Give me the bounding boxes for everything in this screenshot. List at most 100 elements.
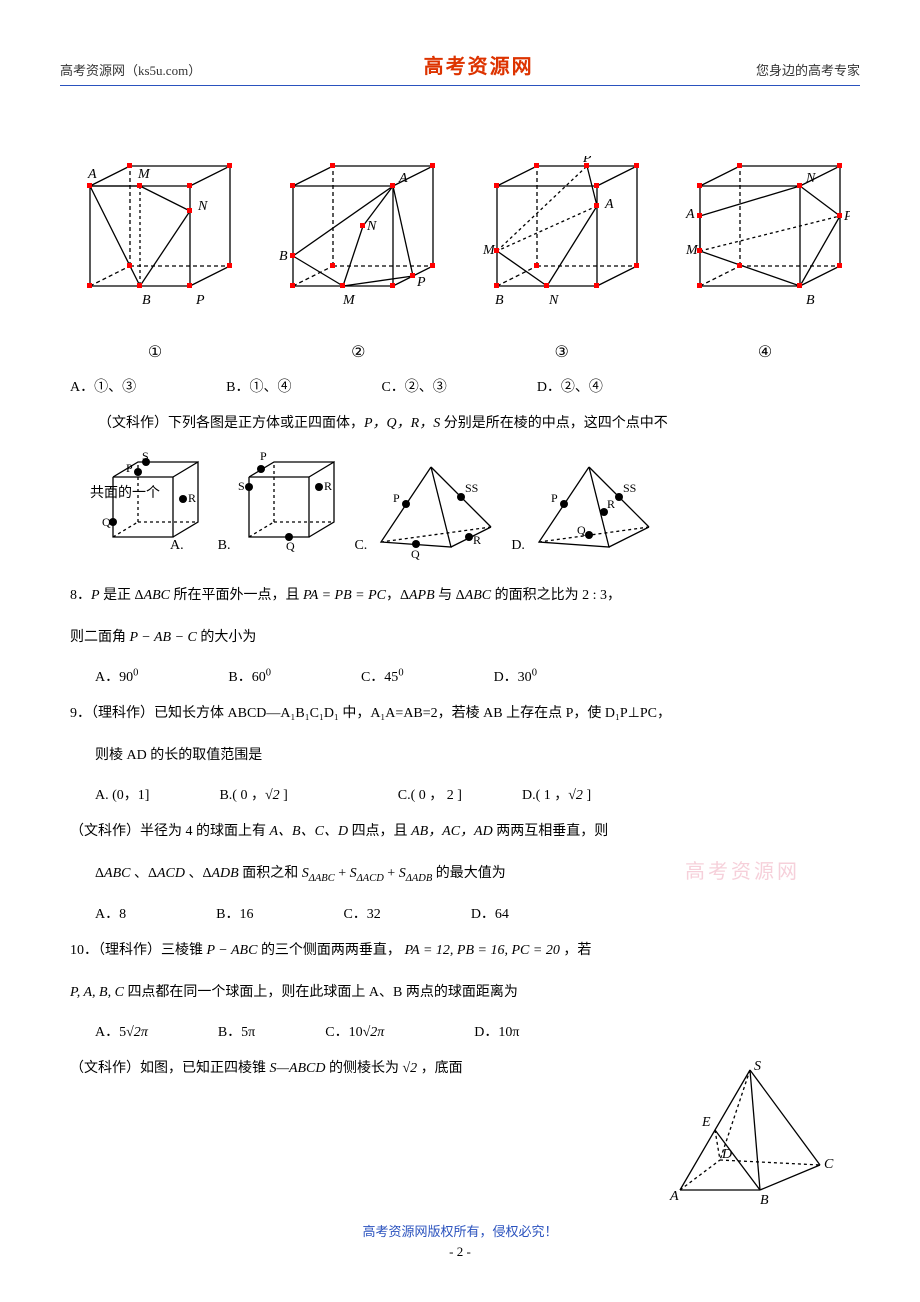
cube-2-label: ② xyxy=(351,342,365,362)
q8-opt-a: A．900 xyxy=(95,666,138,686)
svg-text:N: N xyxy=(548,293,559,308)
svg-text:N: N xyxy=(197,199,208,214)
q9-line2: 则棱 AD 的长的取值范围是 xyxy=(95,742,850,770)
q7-small-b-label: B. xyxy=(218,538,231,554)
q8-line1: 8．P 是正 ΔABC 所在平面外一点，且 PA = PB = PC，ΔAPB … xyxy=(70,582,850,610)
cube-2-svg: A N B M P xyxy=(273,156,443,336)
svg-text:M: M xyxy=(342,293,356,308)
q10-opt-c: C．10√2π xyxy=(325,1021,384,1041)
q7-wen-prefix: （文科作）下列各图是正方体或正四面体， xyxy=(98,416,364,431)
q10-opt-b: B．5π xyxy=(218,1021,255,1041)
svg-text:R: R xyxy=(188,491,196,505)
q7-small-a: S P Q R xyxy=(98,452,208,562)
svg-text:B: B xyxy=(142,293,151,308)
q7-small-c-label: C. xyxy=(354,538,367,554)
svg-text:N: N xyxy=(366,219,377,234)
svg-text:S: S xyxy=(238,479,245,493)
cube-1-label: ① xyxy=(148,342,162,362)
q7-wen-suffix: 分别是所在棱的中点，这四个点中不 xyxy=(440,416,668,431)
svg-text:B: B xyxy=(806,293,815,308)
svg-text:M: M xyxy=(137,167,151,182)
q7-wen-diagrams: 共面的一个 A. S P Q R B. xyxy=(60,452,860,562)
q8-opt-b: B．600 xyxy=(228,666,271,686)
svg-text:D: D xyxy=(721,1147,732,1162)
q10-line1: 10．（理科作）三棱锥 P − ABC 的三个侧面两两垂直， PA = 12, … xyxy=(70,937,850,965)
svg-text:Q: Q xyxy=(102,515,111,529)
pyramid-diagram: S A B C D E xyxy=(660,1060,840,1210)
q7-options: A．①、③ B．①、④ C．②、③ D．②、④ xyxy=(70,376,860,396)
svg-text:Q: Q xyxy=(577,523,586,537)
page: 高考资源网（ks5u.com） 高考资源网 您身边的高考专家 xyxy=(0,0,920,1290)
q9-opt-b: B.( 0 ，√2 ] xyxy=(219,784,287,804)
q9w-opt-c: C．32 xyxy=(343,903,380,923)
q9w-opt-d: D．64 xyxy=(471,903,509,923)
q9-line1: 9．（理科作）已知长方体 ABCD—A₁B₁C₁D₁ 中，A₁A=AB=2，若棱… xyxy=(70,700,850,728)
q8-opt-d: D．300 xyxy=(494,666,537,686)
svg-text:P: P xyxy=(393,491,400,505)
cube-4: N A P M B ④ xyxy=(680,156,850,362)
q10-wen: （文科作）如图，已知正四棱锥 S—ABCD 的侧棱长为 √2 ，底面 xyxy=(70,1055,630,1083)
q7-wen-pqrs: P，Q，R，S xyxy=(364,416,440,431)
svg-text:A: A xyxy=(669,1189,679,1204)
svg-text:R: R xyxy=(324,479,332,493)
svg-text:P: P xyxy=(260,452,267,463)
q9-opt-a: A. (0，1] xyxy=(95,784,149,804)
svg-text:R: R xyxy=(473,533,481,547)
svg-text:A: A xyxy=(87,167,97,182)
svg-text:E: E xyxy=(701,1115,711,1130)
cube-3: P A M B N ③ xyxy=(477,156,647,362)
cube-1-svg: A M N B P xyxy=(70,156,240,336)
svg-text:SS: SS xyxy=(623,481,636,495)
svg-text:Q: Q xyxy=(286,539,295,553)
q7-small-c: P Q SS R xyxy=(371,462,501,562)
q10-opt-d: D．10π xyxy=(474,1021,519,1041)
svg-text:M: M xyxy=(685,243,699,258)
header-left: 高考资源网（ks5u.com） xyxy=(60,60,201,79)
q7-opt-a: A．①、③ xyxy=(70,376,136,396)
svg-text:N: N xyxy=(805,171,816,186)
svg-text:S: S xyxy=(754,1060,761,1074)
q9w-opt-a: A．8 xyxy=(95,903,126,923)
page-footer: 高考资源网版权所有，侵权必究！ - 2 - xyxy=(0,1221,920,1260)
cube-4-label: ④ xyxy=(758,342,772,362)
svg-text:B: B xyxy=(279,249,288,264)
svg-text:P: P xyxy=(582,156,592,166)
q7-opt-c: C．②、③ xyxy=(381,376,446,396)
q9-opt-c: C.( 0 ， 2 ] xyxy=(398,784,462,804)
svg-text:P: P xyxy=(416,275,426,290)
footer-copyright: 高考资源网版权所有，侵权必究！ xyxy=(0,1221,920,1240)
header-right: 您身边的高考专家 xyxy=(756,60,860,79)
svg-text:B: B xyxy=(760,1193,769,1208)
svg-text:B: B xyxy=(495,293,504,308)
svg-text:Q: Q xyxy=(411,547,420,561)
svg-text:R: R xyxy=(607,497,615,511)
q7-small-d: P SS R Q xyxy=(529,462,659,562)
q7-wen-text: （文科作）下列各图是正方体或正四面体，P，Q，R，S 分别是所在棱的中点，这四个… xyxy=(70,410,850,438)
q10-line2: P, A, B, C 四点都在同一个球面上，则在此球面上 A、B 两点的球面距离… xyxy=(70,979,850,1007)
cube-diagram-row: A M N B P ① xyxy=(70,156,850,362)
svg-text:A: A xyxy=(604,197,614,212)
q9w-opt-b: B．16 xyxy=(216,903,253,923)
svg-text:P: P xyxy=(126,461,133,475)
q7-opt-b: B．①、④ xyxy=(226,376,291,396)
q9-wen-line1: （文科作）半径为 4 的球面上有 A、B、C、D 四点，且 AB，AC，AD 两… xyxy=(70,818,850,846)
q9-options: A. (0，1] B.( 0 ，√2 ] C.( 0 ， 2 ] D.( 1 ，… xyxy=(95,784,860,804)
cube-4-svg: N A P M B xyxy=(680,156,850,336)
q9-wen-line2: ΔABC 、ΔACD 、ΔADB 面积之和 SΔABC + SΔACD + SΔ… xyxy=(95,860,850,889)
svg-text:C: C xyxy=(824,1157,834,1172)
svg-text:P: P xyxy=(843,209,850,224)
svg-text:SS: SS xyxy=(465,481,478,495)
q7-small-d-label: D. xyxy=(511,538,525,554)
cube-2: A N B M P ② xyxy=(273,156,443,362)
svg-text:M: M xyxy=(482,243,496,258)
cube-1: A M N B P ① xyxy=(70,156,240,362)
q9-opt-d: D.( 1 ，√2 ] xyxy=(522,784,591,804)
q10-opt-a: A．5√2π xyxy=(95,1021,148,1041)
q8-line2: 则二面角 P − AB − C 的大小为 xyxy=(70,624,850,652)
svg-text:A: A xyxy=(398,171,408,186)
footer-pagenum: - 2 - xyxy=(0,1244,920,1260)
svg-text:P: P xyxy=(195,293,205,308)
q7-small-b: P S R Q xyxy=(234,452,344,562)
svg-text:A: A xyxy=(685,207,695,222)
q8-opt-c: C．450 xyxy=(361,666,404,686)
